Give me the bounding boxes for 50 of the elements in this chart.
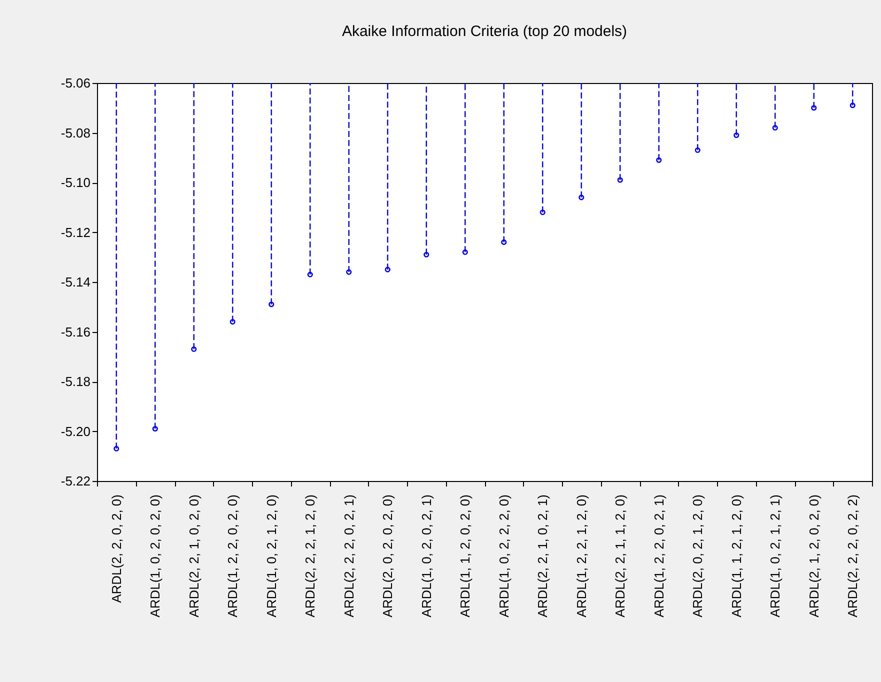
point bbox=[656, 157, 662, 163]
chart-title: Akaike Information Criteria (top 20 models) bbox=[342, 23, 628, 40]
x-tick-label: ARDL(1, 2, 2, 0, 2, 1) bbox=[651, 494, 666, 618]
x-tick-label: ARDL(2, 2, 2, 0, 2, 2) bbox=[845, 494, 860, 618]
point bbox=[540, 210, 546, 216]
point bbox=[152, 426, 158, 432]
y-tick-label: -5.06 bbox=[60, 76, 90, 90]
point bbox=[772, 125, 778, 131]
x-tick-label: ARDL(1, 1, 2, 1, 2, 0) bbox=[728, 494, 744, 618]
x-tick-label: ARDL(1, 2, 2, 1, 2, 0) bbox=[574, 494, 589, 618]
x-tick-label: ARDL(2, 2, 1, 0, 2, 0) bbox=[186, 494, 202, 618]
point bbox=[268, 302, 274, 308]
x-tick-label: ARDL(1, 0, 2, 0, 2, 0) bbox=[148, 494, 163, 618]
point bbox=[346, 269, 352, 275]
point bbox=[501, 239, 507, 245]
x-tick-label: ARDL(1, 0, 2, 1, 2, 0) bbox=[264, 494, 279, 618]
x-tick-label: ARDL(1, 0, 2, 1, 2, 1) bbox=[768, 494, 783, 618]
point bbox=[734, 132, 740, 138]
point bbox=[578, 194, 584, 200]
point bbox=[462, 249, 468, 255]
x-tick-label: ARDL(2, 2, 1, 0, 2, 1) bbox=[535, 494, 550, 618]
y-tick-label: -5.22 bbox=[60, 474, 90, 488]
point bbox=[307, 272, 313, 278]
x-tick-label: ARDL(2, 2, 1, 1, 2, 0) bbox=[612, 494, 628, 618]
y-tick-label: -5.18 bbox=[60, 374, 90, 389]
point bbox=[850, 102, 856, 108]
y-tick-label: -5.20 bbox=[60, 424, 90, 439]
x-tick-label: ARDL(1, 0, 2, 0, 2, 1) bbox=[418, 494, 434, 618]
x-tick-label: ARDL(2, 1, 2, 0, 2, 0) bbox=[806, 494, 822, 618]
y-tick-label: -5.10 bbox=[60, 175, 90, 190]
point bbox=[230, 319, 236, 325]
y-tick-label: -5.16 bbox=[60, 324, 90, 340]
point bbox=[811, 105, 817, 111]
x-tick-label: ARDL(1, 1, 2, 0, 2, 0) bbox=[458, 494, 473, 618]
x-tick-label: ARDL(2, 0, 2, 0, 2, 0) bbox=[380, 494, 396, 618]
y-tick-label: -5.12 bbox=[60, 224, 90, 240]
point bbox=[384, 266, 390, 272]
y-tick-label: -5.08 bbox=[60, 125, 90, 140]
x-tick-label: ARDL(2, 2, 2, 0, 2, 1) bbox=[341, 494, 356, 618]
x-tick-label: ARDL(2, 0, 2, 1, 2, 0) bbox=[690, 494, 706, 618]
x-tick-label: ARDL(1, 0, 2, 2, 2, 0) bbox=[496, 494, 512, 618]
point bbox=[424, 252, 430, 258]
point bbox=[114, 446, 120, 452]
point bbox=[694, 147, 700, 153]
x-tick-label: ARDL(2, 2, 0, 2, 0) bbox=[108, 494, 124, 603]
y-tick-label: -5.14 bbox=[60, 274, 90, 290]
point bbox=[617, 177, 623, 183]
x-tick-label: ARDL(2, 2, 2, 1, 2, 0) bbox=[302, 494, 318, 618]
x-tick-label: ARDL(1, 2, 2, 0, 2, 0) bbox=[225, 494, 240, 618]
point bbox=[191, 346, 197, 352]
